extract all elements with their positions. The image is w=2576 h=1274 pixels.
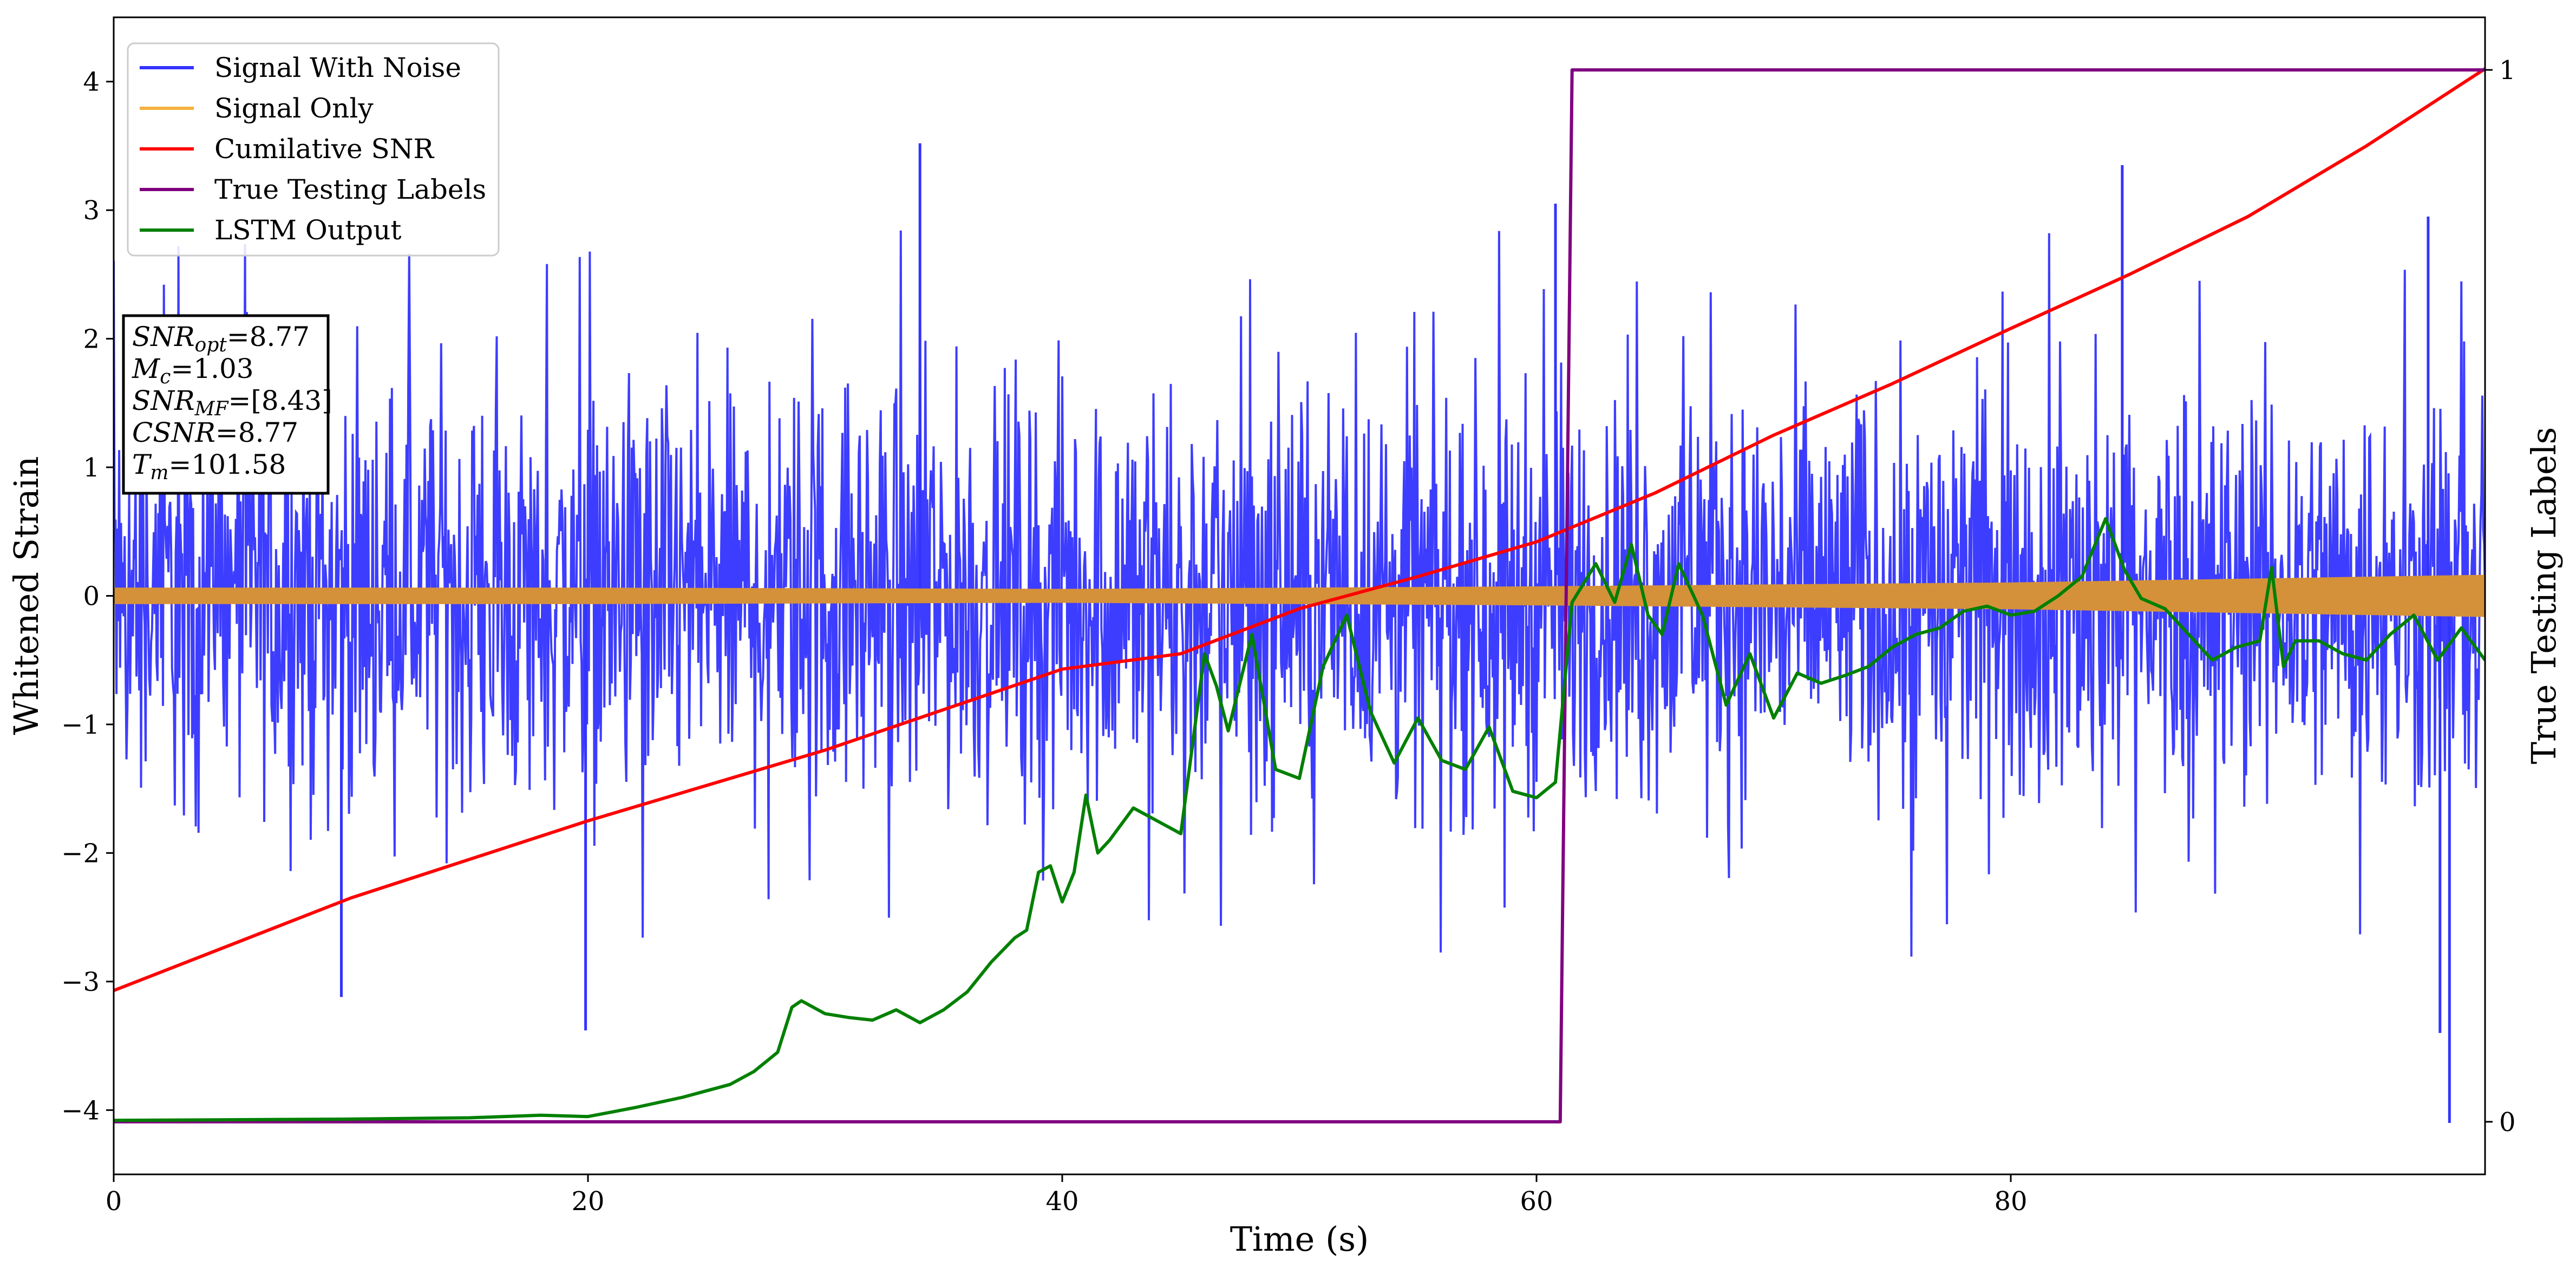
- y-tick-label: −4: [61, 1095, 100, 1126]
- true-testing-labels-line: [114, 68, 2485, 1123]
- annotation-box: SNRopt=8.77Mc=1.03SNRMF=[8.43]CSNR=8.77T…: [122, 314, 332, 495]
- x-tick-label: 20: [571, 1186, 604, 1217]
- annotation-line: Tm=101.58: [132, 449, 286, 484]
- cumilative-snr-line: [114, 67, 2485, 992]
- annotation-frame: [122, 314, 330, 495]
- y2-tick-label: 0: [2499, 1107, 2516, 1138]
- y-tick-label: 4: [83, 67, 100, 97]
- y2-axis-title: True Testing Labels: [2524, 427, 2564, 765]
- signal-only-band: [114, 574, 2485, 617]
- lstm-output-line: [114, 517, 2485, 1122]
- axis-titles: Time (s) Whitened Strain True Testing La…: [6, 427, 2564, 1259]
- legend-label: Signal With Noise: [214, 52, 461, 83]
- annotation-line: Mc=1.03: [132, 353, 254, 388]
- annotation-line: SNRopt=8.77: [132, 321, 310, 356]
- x-tick-label: 0: [106, 1186, 122, 1217]
- legend-label: LSTM Output: [214, 214, 401, 246]
- legend-label: Signal Only: [214, 93, 374, 124]
- y-tick-label: 2: [83, 324, 100, 355]
- signal-with-noise-series: [114, 143, 2485, 1123]
- signal-only-series: [114, 574, 2485, 617]
- x-tick-label: 40: [1045, 1186, 1078, 1217]
- plot-area: [114, 67, 2485, 1123]
- y-axis-title: Whitened Strain: [6, 456, 46, 735]
- legend-label: True Testing Labels: [214, 174, 486, 205]
- y-tick-label: −2: [61, 838, 100, 868]
- y-tick-label: −1: [61, 710, 100, 740]
- x-tick-label: 80: [1994, 1186, 2027, 1217]
- x-axis-title: Time (s): [1230, 1219, 1369, 1259]
- y2-tick-label: 1: [2499, 55, 2516, 86]
- y-tick-label: 0: [83, 582, 100, 612]
- legend-label: Cumilative SNR: [214, 133, 434, 165]
- legend-frame: [127, 42, 500, 257]
- y-tick-label: 3: [83, 195, 100, 226]
- annotation-line: CSNR=8.77: [132, 417, 298, 448]
- annotation-line: SNRMF=[8.43]: [132, 385, 332, 420]
- x-tick-label: 60: [1520, 1186, 1553, 1217]
- legend: Signal With Noise Signal Only Cumilative S…: [127, 42, 500, 257]
- y-tick-label: −3: [61, 967, 100, 997]
- y-tick-label: 1: [83, 453, 100, 483]
- line-series: [114, 67, 2485, 1123]
